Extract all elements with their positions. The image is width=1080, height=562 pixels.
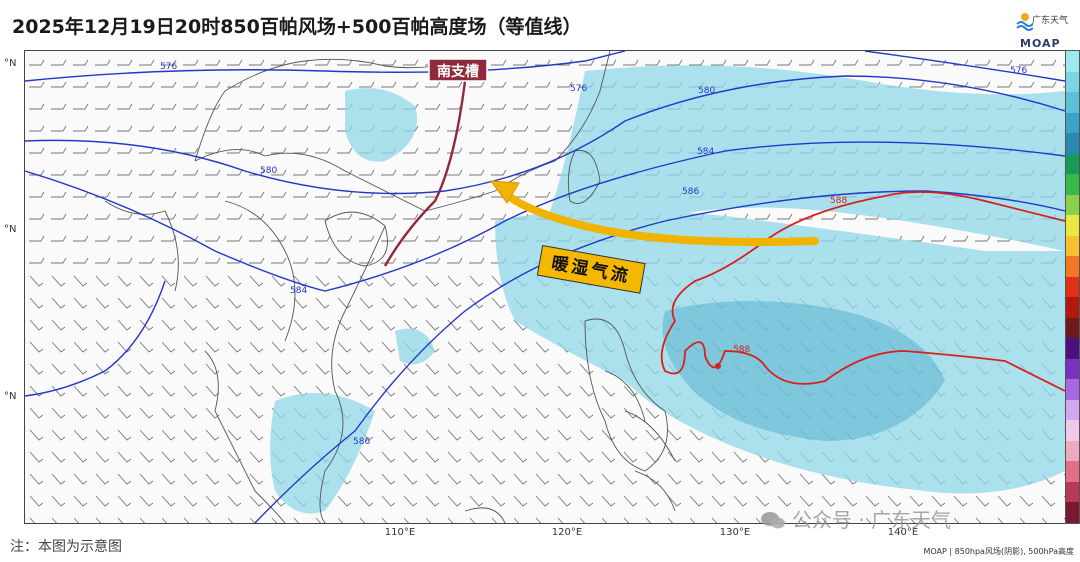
- data-credit: MOAP | 850hpa风场(阴影), 500hPa高度: [923, 547, 1075, 556]
- red-contours: [660, 191, 1065, 392]
- colorbar-swatch: [1066, 276, 1079, 297]
- contour-label: 576: [160, 62, 177, 72]
- contour-labels: 576 576 576 580 580 584 584 586 586 588 …: [160, 62, 1027, 447]
- colorbar-swatch: [1066, 502, 1079, 523]
- lon-label: 140°E: [887, 527, 919, 538]
- contour-label: 576: [1010, 66, 1027, 76]
- colorbar-swatch: [1066, 297, 1079, 318]
- warm-moist-flow-arrowhead: [489, 180, 520, 204]
- contour-label: 580: [698, 86, 715, 96]
- colorbar-swatch: [1066, 440, 1079, 461]
- disclaimer-note: 注：本图为示意图: [10, 539, 122, 555]
- lon-label: 120°E: [551, 527, 583, 538]
- moisture-core: [662, 301, 945, 441]
- high-center-marker: [715, 363, 721, 369]
- map-title: 2025年12月19日20时850百帕风场+500百帕高度场（等值线）: [12, 16, 582, 38]
- colorbar-swatch: [1066, 461, 1079, 482]
- wechat-watermark: 公众号 · 广东天气: [760, 504, 951, 533]
- contour-586-b: [254, 190, 1065, 523]
- contour-586: [25, 280, 166, 397]
- contour-588: [660, 191, 1065, 392]
- contour-label: 586: [682, 187, 699, 197]
- south-branch-trough-line: [383, 80, 467, 267]
- lat-label: °N: [4, 391, 17, 402]
- colorbar: [1065, 50, 1080, 524]
- colorbar-swatch: [1066, 215, 1079, 236]
- colorbar-swatch: [1066, 174, 1079, 195]
- wechat-watermark-text: 公众号 · 广东天气: [792, 508, 952, 532]
- colorbar-swatch: [1066, 71, 1079, 92]
- colorbar-swatch: [1066, 51, 1079, 72]
- colorbar-swatch: [1066, 153, 1079, 174]
- trough-label-box: 南支槽: [428, 58, 488, 82]
- map-canvas: 576 576 576 580 580 584 584 586 586 588 …: [25, 51, 1065, 523]
- contour-576: [25, 51, 626, 82]
- colorbar-swatch: [1066, 481, 1079, 502]
- contour-label: 584: [697, 147, 714, 157]
- colorbar-swatch: [1066, 317, 1079, 338]
- contour-label: 580: [260, 166, 277, 176]
- lat-label: °N: [4, 58, 17, 69]
- contour-label: 576: [570, 84, 587, 94]
- warm-moist-flow-arrow: [501, 189, 819, 246]
- colorbar-swatch: [1066, 92, 1079, 113]
- wechat-icon: [761, 512, 785, 529]
- colorbar-swatch: [1066, 112, 1079, 133]
- contour-584: [25, 141, 1065, 292]
- colorbar-swatch: [1066, 379, 1079, 400]
- blue-contours: [25, 51, 1065, 523]
- weather-logo-icon: [1016, 13, 1033, 31]
- colorbar-swatch: [1066, 194, 1079, 215]
- brand-name-cn: 广东天气: [1032, 16, 1069, 26]
- contour-label: 586: [353, 437, 370, 447]
- trough-label: 南支槽: [437, 63, 479, 80]
- colorbar-swatch: [1066, 133, 1079, 154]
- colorbar-swatch: [1066, 420, 1079, 441]
- contour-580: [25, 75, 1065, 195]
- contour-576-east: [864, 51, 1065, 82]
- colorbar-swatch: [1066, 235, 1079, 256]
- lon-label: 130°E: [719, 527, 751, 538]
- colorbar-swatch: [1066, 399, 1079, 420]
- brand-name-en: MOAP: [1020, 37, 1061, 50]
- colorbar-swatch: [1066, 338, 1079, 359]
- contour-label: 588: [830, 196, 847, 206]
- contour-label: 588: [733, 345, 750, 355]
- colorbar-swatch: [1066, 358, 1079, 379]
- coastlines: [104, 51, 676, 523]
- map-panel: 576 576 576 580 580 584 584 586 586 588 …: [24, 50, 1066, 524]
- brand-logo: 广东天气 MOAP: [1010, 6, 1072, 50]
- lat-label: °N: [4, 224, 17, 235]
- contour-label: 584: [290, 286, 307, 296]
- lon-label: 110°E: [384, 527, 416, 538]
- colorbar-swatch: [1066, 256, 1079, 277]
